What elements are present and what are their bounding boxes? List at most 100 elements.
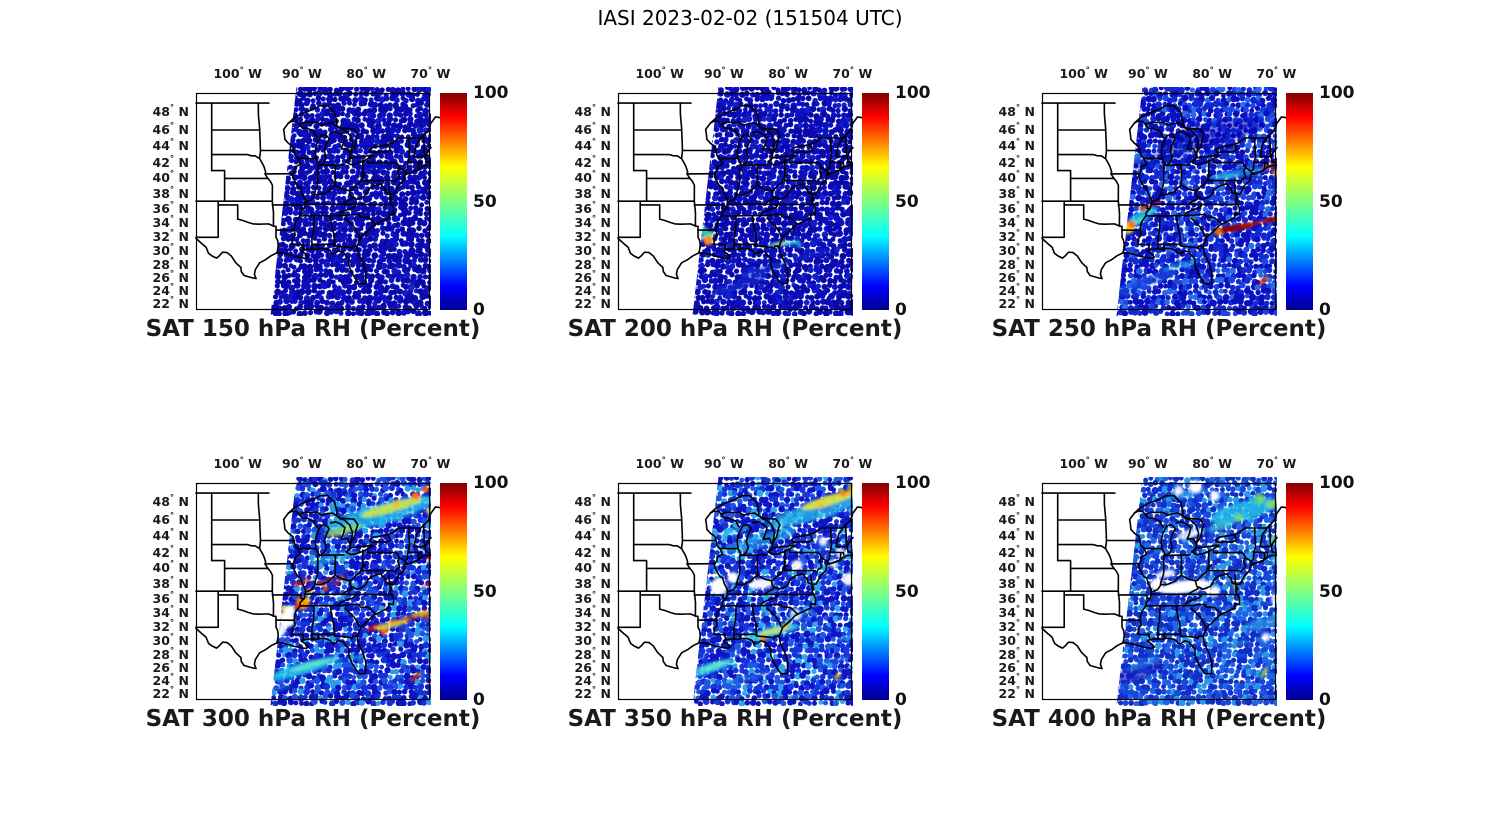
lon-tick-label: 90° W — [282, 66, 322, 82]
lat-tick-label: 24° N — [152, 672, 189, 689]
lat-tick-label: 22° N — [998, 295, 1035, 312]
lon-tick-label: 80° W — [346, 456, 387, 472]
lat-tick-label: 46° N — [998, 511, 1035, 527]
state-outlines — [1041, 492, 1296, 675]
lon-tick-label: 80° W — [768, 66, 809, 82]
lat-tick-label: 48° N — [998, 493, 1035, 509]
lat-tick-label: 28° N — [152, 646, 189, 662]
field-features — [699, 226, 833, 295]
state-outlines — [195, 492, 450, 675]
state-outlines — [1041, 102, 1296, 285]
lat-tick-label: 34° N — [152, 214, 189, 230]
lon-tick-label: 100° W — [635, 456, 684, 472]
lat-tick-label: 22° N — [574, 685, 611, 702]
lat-tick-label: 36° N — [574, 200, 611, 216]
colorbar-tick-label: 50 — [895, 581, 919, 602]
lat-tick-label: 32° N — [152, 228, 189, 245]
colorbar-tick-label: 0 — [895, 300, 907, 320]
colorbar-tick-label: 100 — [473, 473, 509, 493]
lat-tick-label: 30° N — [574, 242, 611, 259]
colorbar — [862, 93, 889, 310]
colorbar-tick-label: 0 — [1319, 300, 1331, 320]
colorbar-tick-label: 100 — [895, 83, 931, 103]
figure-title: IASI 2023-02-02 (151504 UTC) — [597, 6, 903, 30]
lat-tick-label: 46° N — [152, 121, 189, 137]
lat-tick-label: 40° N — [574, 170, 611, 186]
lon-tick-label: 100° W — [635, 66, 684, 82]
lat-tick-label: 38° N — [152, 575, 189, 591]
lon-tick-label: 70° W — [832, 456, 873, 472]
lon-tick-label: 80° W — [1192, 66, 1233, 82]
lat-tick-label: 36° N — [152, 590, 189, 606]
lon-tick-label: 100° W — [1059, 66, 1108, 82]
map-canvas-sat-400 — [1041, 477, 1296, 706]
lat-tick-label: 34° N — [574, 604, 611, 620]
colorbar-tick-label: 50 — [1319, 191, 1343, 212]
panel-border — [195, 482, 431, 701]
lat-tick-label: 40° N — [998, 170, 1035, 186]
colorbar-tick-label: 0 — [473, 690, 485, 710]
lat-tick-label: 46° N — [152, 511, 189, 527]
lat-tick-label: 30° N — [998, 242, 1035, 259]
lon-tick-label: 100° W — [213, 66, 262, 82]
lat-tick-label: 32° N — [574, 618, 611, 635]
lat-tick-label: 36° N — [998, 200, 1035, 216]
lat-tick-label: 26° N — [152, 659, 189, 675]
map-canvas-sat-350 — [617, 477, 872, 706]
lat-tick-label: 24° N — [998, 282, 1035, 299]
panel-border — [1041, 482, 1277, 701]
lat-tick-label: 48° N — [574, 493, 611, 509]
lat-tick-label: 46° N — [574, 511, 611, 527]
colorbar-tick-label: 0 — [1319, 690, 1331, 710]
lat-tick-label: 44° N — [574, 138, 611, 154]
lon-tick-label: 70° W — [410, 456, 451, 472]
colorbar-tick-label: 0 — [473, 300, 485, 320]
field-features — [407, 280, 417, 295]
lat-tick-label: 32° N — [998, 618, 1035, 635]
lat-tick-label: 28° N — [574, 646, 611, 662]
lat-tick-label: 36° N — [152, 200, 189, 216]
lat-tick-label: 40° N — [574, 560, 611, 576]
lat-tick-label: 32° N — [152, 618, 189, 635]
lat-tick-label: 40° N — [152, 170, 189, 186]
state-outlines — [195, 102, 450, 285]
panel-title: SAT 150 hPa RH (Percent) — [145, 316, 481, 342]
lat-tick-label: 30° N — [152, 632, 189, 649]
lat-tick-label: 48° N — [152, 103, 189, 119]
panel-border — [617, 482, 853, 701]
field-features — [270, 485, 431, 695]
lat-tick-label: 42° N — [574, 154, 611, 170]
lat-tick-label: 46° N — [574, 121, 611, 137]
field-dots — [692, 87, 853, 316]
panel-title: SAT 350 hPa RH (Percent) — [567, 706, 903, 732]
lat-tick-label: 44° N — [152, 528, 189, 544]
lat-tick-label: 24° N — [998, 672, 1035, 689]
panel-title: SAT 400 hPa RH (Percent) — [991, 706, 1327, 732]
colorbar-tick-label: 50 — [1319, 581, 1343, 602]
lon-tick-label: 70° W — [832, 66, 873, 82]
lat-tick-label: 30° N — [998, 632, 1035, 649]
panel-sat-300: 100° W 90° W 80° W 70° W 48° N 46° N 44° N 42° … — [146, 456, 509, 732]
lat-tick-label: 42° N — [574, 544, 611, 560]
lat-tick-label: 36° N — [574, 590, 611, 606]
lat-tick-label: 22° N — [998, 685, 1035, 702]
lon-tick-label: 90° W — [282, 456, 322, 472]
panel-title: SAT 300 hPa RH (Percent) — [145, 706, 481, 732]
map-canvas-sat-200 — [617, 87, 872, 316]
colorbar-tick-label: 100 — [1319, 83, 1355, 103]
lat-tick-label: 46° N — [998, 121, 1035, 137]
lon-tick-label: 80° W — [346, 66, 387, 82]
lon-tick-label: 90° W — [1128, 66, 1168, 82]
lat-tick-label: 38° N — [574, 185, 611, 201]
map-canvas-sat-150 — [195, 87, 450, 316]
panel-sat-250: 100° W 90° W 80° W 70° W 48° N 46° N 44° N 42° … — [992, 66, 1355, 342]
lat-tick-label: 48° N — [998, 103, 1035, 119]
lat-tick-label: 42° N — [998, 544, 1035, 560]
state-outlines — [617, 102, 872, 285]
lat-tick-label: 28° N — [998, 646, 1035, 662]
lat-tick-label: 38° N — [998, 185, 1035, 201]
lon-tick-label: 90° W — [1128, 456, 1168, 472]
panel-border — [617, 92, 853, 311]
lat-tick-label: 32° N — [574, 228, 611, 245]
